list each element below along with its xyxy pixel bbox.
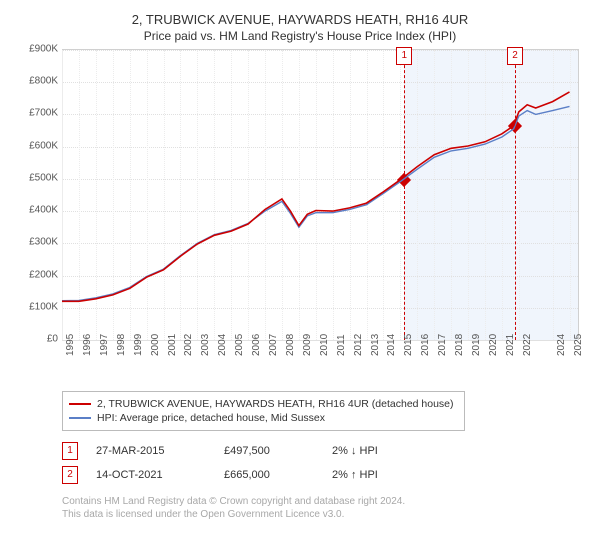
sales-row: 2 14-OCT-2021 £665,000 2% ↑ HPI bbox=[62, 463, 588, 487]
x-tick-label: 1998 bbox=[116, 334, 127, 356]
sales-date: 27-MAR-2015 bbox=[96, 445, 206, 457]
x-tick-label: 2025 bbox=[573, 334, 584, 356]
x-tick-label: 2019 bbox=[471, 334, 482, 356]
legend: 2, TRUBWICK AVENUE, HAYWARDS HEATH, RH16… bbox=[62, 391, 465, 431]
x-tick-label: 2003 bbox=[200, 334, 211, 356]
x-tick-label: 1999 bbox=[133, 334, 144, 356]
x-tick-label: 2007 bbox=[268, 334, 279, 356]
x-tick-label: 2005 bbox=[234, 334, 245, 356]
chart-container: 2, TRUBWICK AVENUE, HAYWARDS HEATH, RH16… bbox=[0, 0, 600, 560]
x-tick-label: 2011 bbox=[336, 334, 347, 356]
y-tick-label: £200K bbox=[18, 269, 58, 280]
x-tick-label: 2006 bbox=[251, 334, 262, 356]
sales-table: 1 27-MAR-2015 £497,500 2% ↓ HPI 2 14-OCT-2021… bbox=[62, 439, 588, 487]
y-tick-label: £500K bbox=[18, 172, 58, 183]
legend-label: HPI: Average price, detached house, Mid … bbox=[97, 412, 325, 424]
x-tick-label: 2002 bbox=[183, 334, 194, 356]
chart-subtitle: Price paid vs. HM Land Registry's House … bbox=[12, 29, 588, 43]
x-tick-label: 2009 bbox=[302, 334, 313, 356]
x-tick-label: 2017 bbox=[437, 334, 448, 356]
y-tick-label: £900K bbox=[18, 44, 58, 55]
x-tick-label: 2016 bbox=[420, 334, 431, 356]
y-tick-label: £700K bbox=[18, 108, 58, 119]
series-line bbox=[62, 106, 570, 300]
x-tick-label: 2001 bbox=[167, 334, 178, 356]
x-tick-label: 2004 bbox=[217, 334, 228, 356]
y-tick-label: £100K bbox=[18, 301, 58, 312]
footer-line-2: This data is licensed under the Open Gov… bbox=[62, 508, 588, 521]
x-tick-label: 2021 bbox=[505, 334, 516, 356]
x-tick-label: 2012 bbox=[353, 334, 364, 356]
y-tick-label: £400K bbox=[18, 205, 58, 216]
plot-area: 12 bbox=[62, 49, 579, 340]
footer-attribution: Contains HM Land Registry data © Crown c… bbox=[62, 495, 588, 521]
y-tick-label: £600K bbox=[18, 140, 58, 151]
x-tick-label: 1997 bbox=[99, 334, 110, 356]
legend-swatch bbox=[69, 417, 91, 419]
y-tick-label: £300K bbox=[18, 237, 58, 248]
x-tick-label: 2020 bbox=[488, 334, 499, 356]
sales-diff: 2% ↓ HPI bbox=[332, 445, 422, 457]
x-tick-label: 2000 bbox=[150, 334, 161, 356]
sales-price: £665,000 bbox=[224, 469, 314, 481]
y-tick-label: £800K bbox=[18, 76, 58, 87]
series-line bbox=[62, 92, 570, 301]
x-tick-label: 2013 bbox=[370, 334, 381, 356]
x-tick-label: 2010 bbox=[319, 334, 330, 356]
sales-index-box: 1 bbox=[62, 442, 78, 460]
chart-area: 12 £0 £100K £200K £300K £400K £500K £600K £700K… bbox=[18, 49, 578, 369]
legend-swatch bbox=[69, 403, 91, 405]
x-tick-label: 2022 bbox=[522, 334, 533, 356]
x-tick-label: 2008 bbox=[285, 334, 296, 356]
sales-diff: 2% ↑ HPI bbox=[332, 469, 422, 481]
sales-price: £497,500 bbox=[224, 445, 314, 457]
sales-row: 1 27-MAR-2015 £497,500 2% ↓ HPI bbox=[62, 439, 588, 463]
line-series-svg bbox=[62, 50, 578, 340]
x-tick-label: 2024 bbox=[556, 334, 567, 356]
x-tick-label: 2014 bbox=[386, 334, 397, 356]
sales-index-box: 2 bbox=[62, 466, 78, 484]
footer-line-1: Contains HM Land Registry data © Crown c… bbox=[62, 495, 588, 508]
legend-label: 2, TRUBWICK AVENUE, HAYWARDS HEATH, RH16… bbox=[97, 398, 454, 410]
chart-title: 2, TRUBWICK AVENUE, HAYWARDS HEATH, RH16… bbox=[12, 12, 588, 27]
x-tick-label: 1996 bbox=[82, 334, 93, 356]
legend-item: HPI: Average price, detached house, Mid … bbox=[69, 411, 454, 425]
y-tick-label: £0 bbox=[18, 334, 58, 345]
legend-item: 2, TRUBWICK AVENUE, HAYWARDS HEATH, RH16… bbox=[69, 397, 454, 411]
x-tick-label: 2015 bbox=[403, 334, 414, 356]
sales-date: 14-OCT-2021 bbox=[96, 469, 206, 481]
x-tick-label: 2018 bbox=[454, 334, 465, 356]
x-tick-label: 1995 bbox=[65, 334, 76, 356]
